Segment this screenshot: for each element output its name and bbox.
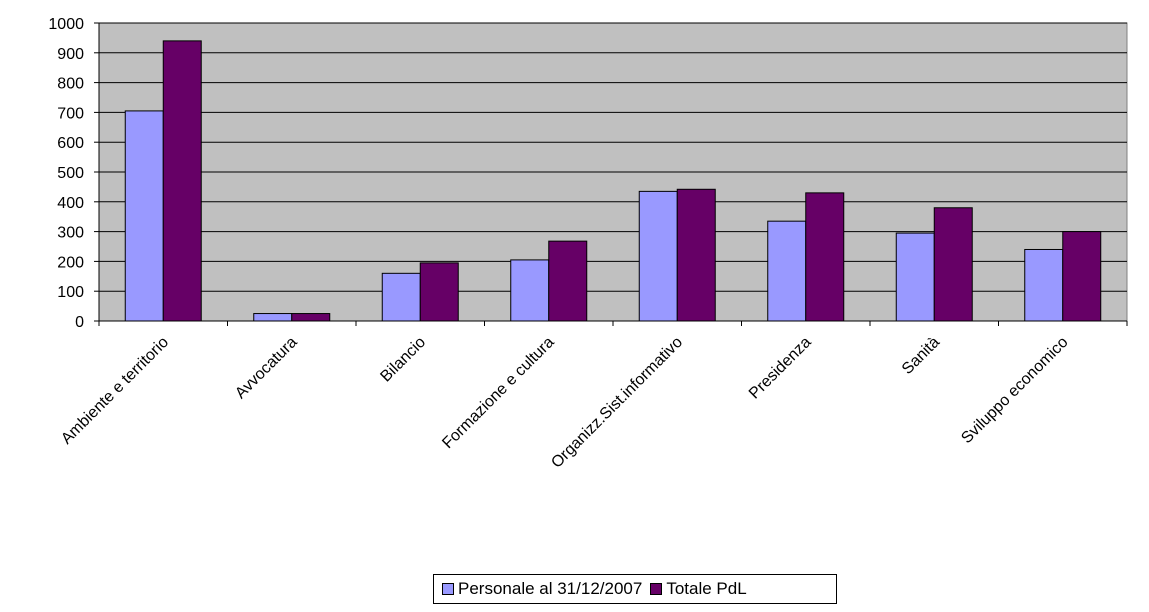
legend-label-personale: Personale al 31/12/2007 (458, 579, 643, 598)
bar-personale (767, 220, 807, 322)
legend-item-totale: Totale PdL (650, 579, 747, 599)
y-tick-label: 700 (57, 105, 84, 122)
legend-swatch-totale (650, 583, 663, 595)
y-tick-label: 600 (57, 135, 84, 152)
bar-personale (895, 232, 935, 322)
bar-personale (510, 259, 550, 322)
x-tick-label: Bilancio (377, 334, 429, 386)
y-tick-label: 1000 (48, 16, 84, 33)
bar-totale (805, 192, 845, 322)
y-tick-label: 800 (57, 76, 84, 93)
y-tick-label: 400 (57, 195, 84, 212)
legend: Personale al 31/12/2007 Totale PdL (433, 574, 837, 604)
x-tick-label: Avvocatura (232, 334, 300, 402)
bars (124, 40, 1102, 322)
legend-label-totale: Totale PdL (666, 579, 747, 598)
bar-totale (676, 188, 716, 322)
bar-totale (291, 313, 331, 322)
x-tick-label: Sanità (899, 334, 943, 378)
legend-item-personale: Personale al 31/12/2007 (442, 579, 642, 599)
y-tick-label: 500 (57, 165, 84, 182)
x-tick-label: Sviluppo economico (958, 334, 1071, 447)
bar-totale (162, 40, 202, 322)
x-tick-label: Presidenza (746, 334, 815, 403)
bar-personale (253, 313, 293, 322)
bar-personale (381, 272, 421, 322)
bar-totale (933, 207, 973, 322)
bar-totale (1062, 231, 1102, 322)
x-tick-label: Formazione e cultura (439, 334, 557, 452)
bar-personale (638, 190, 678, 322)
y-tick-label: 900 (57, 46, 84, 63)
y-tick-label: 300 (57, 225, 84, 242)
bar-personale (124, 110, 164, 322)
x-tick-label: Ambiente e territorio (58, 334, 172, 448)
legend-swatch-personale (442, 583, 454, 595)
y-tick-label: 100 (57, 284, 84, 301)
x-tick-label: Organizz.Sist.informativo (548, 334, 686, 472)
bar-chart: 0 100 200 300 400 500 600 700 800 900 1000 Ambient… (48, 16, 1128, 472)
bar-totale (548, 240, 588, 322)
y-tick-label: 0 (75, 314, 84, 331)
y-tick-label: 200 (57, 254, 84, 271)
y-axis-ticks: 0 100 200 300 400 500 600 700 800 900 1000 (48, 16, 99, 331)
bar-totale (419, 262, 459, 322)
bar-personale (1024, 248, 1064, 322)
x-axis-ticks: Ambiente e territorio Avvocatura Bilancio F… (58, 321, 1128, 472)
